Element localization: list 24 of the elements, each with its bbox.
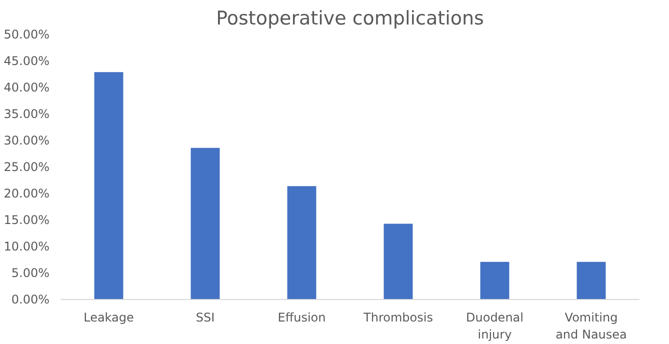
x-tick-label: Duodenal injury [466, 310, 524, 342]
chart-title: Postoperative complications [216, 8, 484, 30]
x-tick-label: Vomiting and Nausea [556, 310, 627, 342]
y-tick-label: 45.00% [4, 54, 50, 68]
x-tick-label: Leakage [84, 310, 134, 324]
y-tick-label: 25.00% [4, 160, 50, 174]
bar [384, 224, 413, 300]
bar [287, 186, 316, 300]
y-tick-label: 35.00% [4, 107, 50, 121]
x-tick-label: Effusion [278, 310, 326, 324]
bar [480, 262, 510, 300]
y-tick-label: 30.00% [4, 134, 50, 148]
y-tick-label: 15.00% [4, 213, 50, 227]
y-tick-label: 5.00% [11, 266, 50, 280]
x-tick-label: Thrombosis [362, 310, 433, 324]
bar [94, 72, 124, 300]
x-tick-label: SSI [196, 310, 215, 324]
y-tick-label: 10.00% [4, 240, 50, 254]
y-tick-label: 50.00% [4, 28, 50, 42]
y-tick-label: 0.00% [11, 292, 50, 306]
bar [190, 148, 220, 300]
bar [576, 262, 606, 300]
y-tick-label: 40.00% [4, 80, 50, 94]
y-tick-label: 20.00% [4, 186, 50, 200]
